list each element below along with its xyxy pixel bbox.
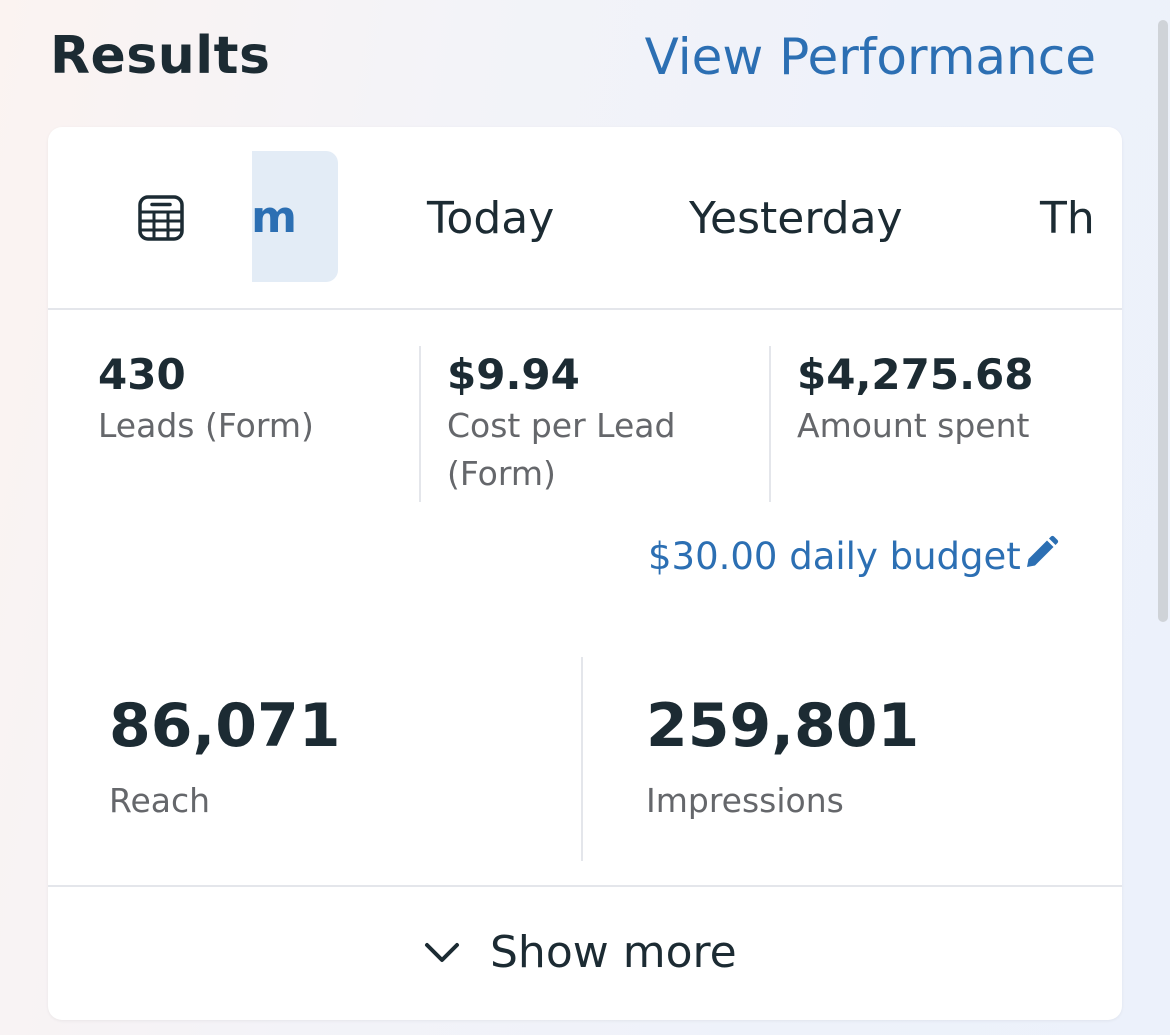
show-more-label: Show more [490,927,737,978]
metric-label: Leads (Form) [98,406,314,445]
pencil-icon[interactable] [1023,535,1059,571]
metric-value: 430 [98,350,186,399]
daily-budget-link[interactable]: $30.00 daily budget [648,535,1059,578]
tab-yesterday[interactable]: Yesterday [689,193,903,244]
calendar-icon[interactable] [136,193,186,243]
metric-label: Cost per Lead (Form) [447,406,676,493]
scrollbar[interactable] [1158,20,1168,622]
reach-impressions: 86,071 Reach 259,801 Impressions [48,657,1122,887]
daily-budget-label: $30.00 daily budget [648,535,1021,578]
divider [419,346,421,502]
divider [581,657,583,861]
tab-today[interactable]: Today [427,193,555,244]
metric-leads: 430 Leads (Form) [98,350,408,450]
metric-amount-spent: $4,275.68 Amount spent [797,350,1097,450]
metric-reach: 86,071 Reach [109,691,341,820]
view-performance-link[interactable]: View Performance [644,28,1096,86]
divider [769,346,771,502]
tab-maximum-label: m [252,192,297,243]
date-range-tabs: m Today Yesterday Th [48,127,1122,310]
metric-label: Amount spent [797,406,1030,445]
metric-label: Reach [109,781,211,820]
tab-this-period[interactable]: Th [1040,193,1095,244]
metric-cost-per-lead: $9.94 Cost per Lead (Form) [447,350,747,498]
metric-value: 259,801 [646,691,920,761]
metric-value: 86,071 [109,691,341,761]
tab-maximum[interactable]: m [252,151,338,282]
metric-impressions: 259,801 Impressions [646,691,919,820]
results-card: m Today Yesterday Th 430 Leads (Form) $9… [48,127,1122,1020]
summary-metrics: 430 Leads (Form) $9.94 Cost per Lead (Fo… [48,310,1122,510]
page-title: Results [50,26,271,86]
show-more-content: Show more [422,927,737,978]
results-header: Results View Performance [0,0,1170,120]
show-more-button[interactable]: Show more [48,885,1122,1020]
metric-value: $9.94 [447,350,580,399]
metric-value: $4,275.68 [797,350,1034,399]
metric-label: Impressions [646,781,844,820]
chevron-down-icon [425,942,459,962]
